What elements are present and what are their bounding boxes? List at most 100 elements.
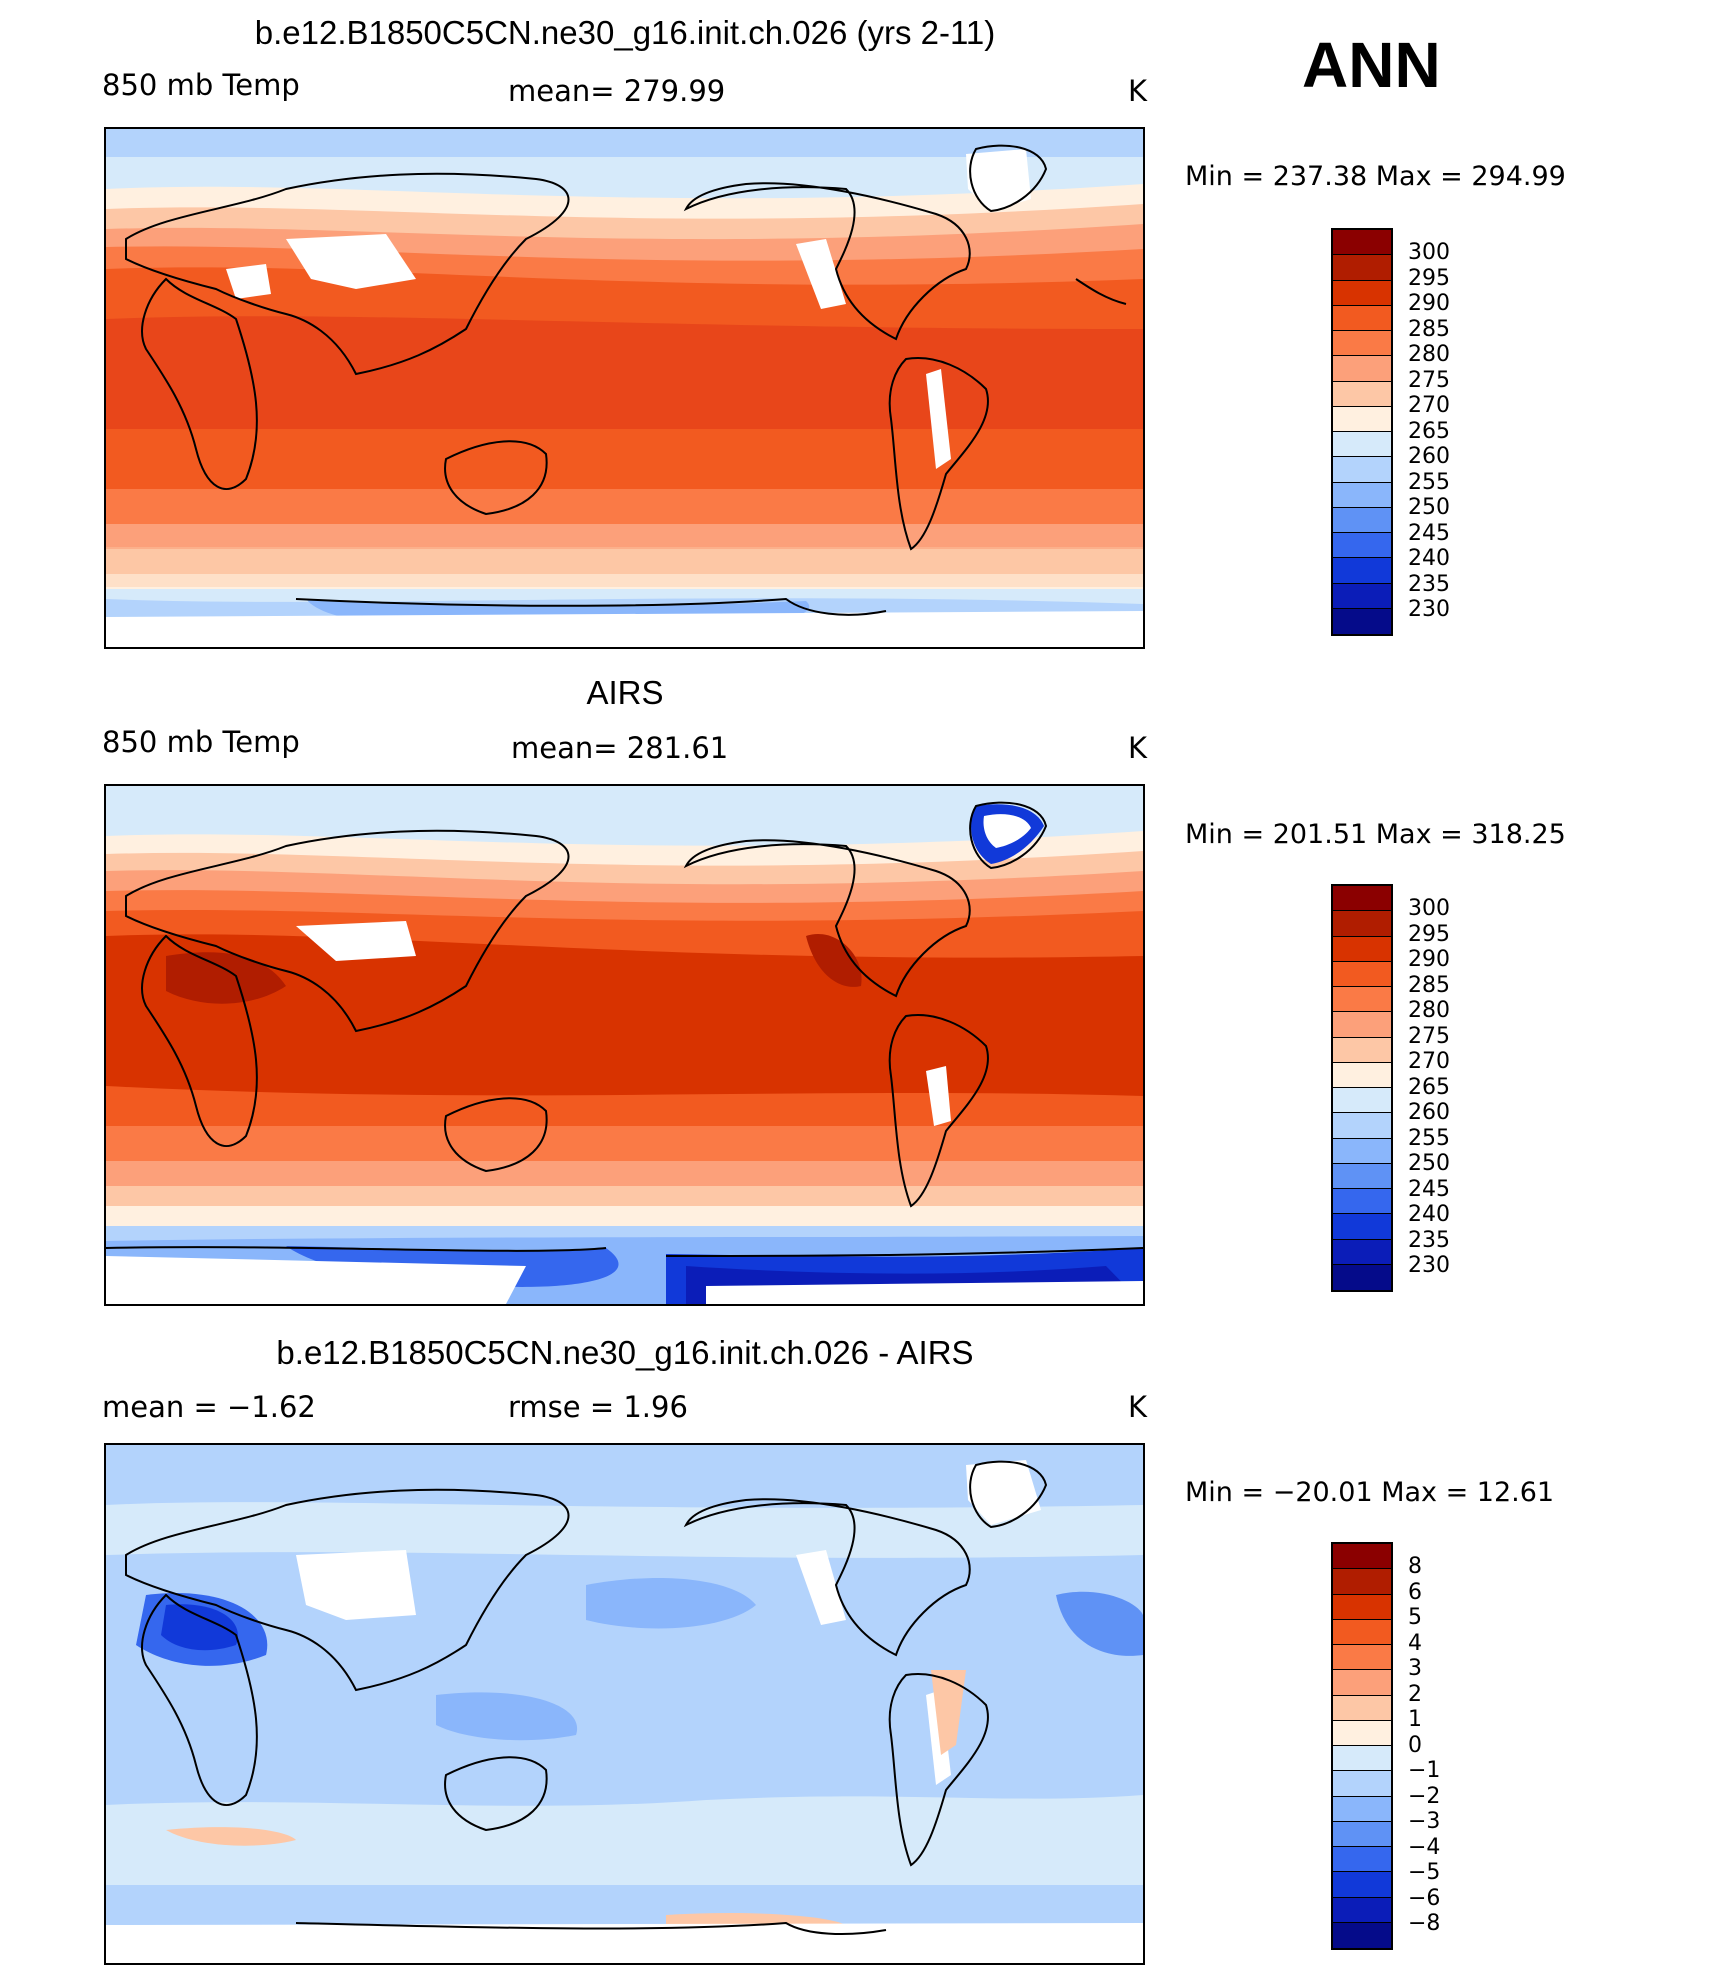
colorbar-label: −2 bbox=[1408, 1784, 1441, 1809]
colorbar-swatch bbox=[1333, 1720, 1391, 1746]
colorbar-label: 3 bbox=[1408, 1656, 1422, 1681]
colorbar-swatch bbox=[1333, 1163, 1391, 1189]
panel1-mean-label: mean= 279.99 bbox=[508, 74, 726, 108]
panel3-colorbar bbox=[1331, 1542, 1393, 1950]
colorbar-label: −6 bbox=[1408, 1886, 1441, 1911]
colorbar-label: 290 bbox=[1408, 947, 1450, 972]
panel2-variable-label: 850 mb Temp bbox=[102, 725, 300, 759]
colorbar-swatch bbox=[1333, 356, 1391, 382]
colorbar-swatch bbox=[1333, 961, 1391, 987]
colorbar-label: 245 bbox=[1408, 1177, 1450, 1202]
colorbar-label: 235 bbox=[1408, 572, 1450, 597]
colorbar-swatch bbox=[1333, 1239, 1391, 1265]
colorbar-label: −1 bbox=[1408, 1758, 1441, 1783]
panel3-rmse-label: rmse = 1.96 bbox=[508, 1390, 688, 1424]
colorbar-swatch bbox=[1333, 1897, 1391, 1923]
colorbar-label: 285 bbox=[1408, 317, 1450, 342]
colorbar-swatch bbox=[1333, 1189, 1391, 1215]
colorbar-label: 275 bbox=[1408, 368, 1450, 393]
panel2-colorbar bbox=[1331, 884, 1393, 1292]
colorbar-label: −8 bbox=[1408, 1911, 1441, 1936]
colorbar-label: 5 bbox=[1408, 1605, 1422, 1630]
colorbar-swatch bbox=[1333, 305, 1391, 331]
colorbar-label: 255 bbox=[1408, 1126, 1450, 1151]
colorbar-label: 265 bbox=[1408, 1075, 1450, 1100]
colorbar-label: 270 bbox=[1408, 393, 1450, 418]
colorbar-label: 240 bbox=[1408, 1202, 1450, 1227]
season-label: ANN bbox=[1302, 29, 1441, 101]
panel2-units: K bbox=[1128, 731, 1148, 765]
panel2-minmax: Min = 201.51 Max = 318.25 bbox=[1185, 819, 1566, 850]
panel2-map bbox=[104, 784, 1145, 1306]
colorbar-swatch bbox=[1333, 1264, 1391, 1290]
colorbar-swatch bbox=[1333, 1619, 1391, 1645]
colorbar-label: 2 bbox=[1408, 1682, 1422, 1707]
colorbar-label: 250 bbox=[1408, 1151, 1450, 1176]
panel1-minmax: Min = 237.38 Max = 294.99 bbox=[1185, 161, 1566, 192]
colorbar-swatch bbox=[1333, 1569, 1391, 1595]
colorbar-swatch bbox=[1333, 1113, 1391, 1139]
colorbar-swatch bbox=[1333, 406, 1391, 432]
colorbar-swatch bbox=[1333, 230, 1391, 256]
panel1-variable-label: 850 mb Temp bbox=[102, 68, 300, 102]
colorbar-label: 285 bbox=[1408, 973, 1450, 998]
colorbar-label: 265 bbox=[1408, 419, 1450, 444]
colorbar-swatch bbox=[1333, 1670, 1391, 1696]
colorbar-swatch bbox=[1333, 457, 1391, 483]
colorbar-swatch bbox=[1333, 482, 1391, 508]
colorbar-swatch bbox=[1333, 1062, 1391, 1088]
panel3-units: K bbox=[1128, 1390, 1148, 1424]
colorbar-label: 4 bbox=[1408, 1631, 1422, 1656]
colorbar-label: 230 bbox=[1408, 597, 1450, 622]
panel1-map bbox=[104, 127, 1145, 649]
colorbar-swatch bbox=[1333, 1922, 1391, 1948]
colorbar-label: −4 bbox=[1408, 1835, 1441, 1860]
colorbar-swatch bbox=[1333, 1645, 1391, 1671]
panel1-title: b.e12.B1850C5CN.ne30_g16.init.ch.026 (yr… bbox=[254, 14, 996, 51]
colorbar-swatch bbox=[1333, 1544, 1391, 1570]
colorbar-swatch bbox=[1333, 1771, 1391, 1797]
colorbar-label: 290 bbox=[1408, 291, 1450, 316]
colorbar-swatch bbox=[1333, 911, 1391, 937]
colorbar-swatch bbox=[1333, 432, 1391, 458]
colorbar-label: 250 bbox=[1408, 495, 1450, 520]
panel2-title: AIRS bbox=[586, 674, 664, 711]
colorbar-swatch bbox=[1333, 1872, 1391, 1898]
colorbar-swatch bbox=[1333, 381, 1391, 407]
colorbar-swatch bbox=[1333, 1214, 1391, 1240]
colorbar-swatch bbox=[1333, 280, 1391, 306]
colorbar-label: 260 bbox=[1408, 1100, 1450, 1125]
colorbar-label: 280 bbox=[1408, 342, 1450, 367]
colorbar-label: 245 bbox=[1408, 521, 1450, 546]
panel3-title: b.e12.B1850C5CN.ne30_g16.init.ch.026 - A… bbox=[276, 1334, 974, 1371]
colorbar-label: 295 bbox=[1408, 922, 1450, 947]
panel3-mean-label: mean = −1.62 bbox=[102, 1390, 316, 1424]
colorbar-label: −5 bbox=[1408, 1860, 1441, 1885]
colorbar-swatch bbox=[1333, 1695, 1391, 1721]
colorbar-swatch bbox=[1333, 1594, 1391, 1620]
colorbar-label: 300 bbox=[1408, 896, 1450, 921]
colorbar-swatch bbox=[1333, 608, 1391, 634]
colorbar-swatch bbox=[1333, 1138, 1391, 1164]
colorbar-swatch bbox=[1333, 886, 1391, 912]
colorbar-swatch bbox=[1333, 558, 1391, 584]
colorbar-swatch bbox=[1333, 936, 1391, 962]
panel3-map bbox=[104, 1443, 1145, 1965]
colorbar-label: 300 bbox=[1408, 240, 1450, 265]
panel2-mean-label: mean= 281.61 bbox=[511, 731, 729, 765]
colorbar-label: 6 bbox=[1408, 1580, 1422, 1605]
colorbar-label: 275 bbox=[1408, 1024, 1450, 1049]
colorbar-label: 295 bbox=[1408, 266, 1450, 291]
colorbar-swatch bbox=[1333, 1821, 1391, 1847]
colorbar-label: 260 bbox=[1408, 444, 1450, 469]
colorbar-swatch bbox=[1333, 533, 1391, 559]
colorbar-swatch bbox=[1333, 1847, 1391, 1873]
colorbar-label: 8 bbox=[1408, 1554, 1422, 1579]
colorbar-label: 1 bbox=[1408, 1707, 1422, 1732]
colorbar-swatch bbox=[1333, 1746, 1391, 1772]
colorbar-swatch bbox=[1333, 987, 1391, 1013]
colorbar-swatch bbox=[1333, 1012, 1391, 1038]
panel3-minmax: Min = −20.01 Max = 12.61 bbox=[1185, 1477, 1555, 1508]
panel1-colorbar bbox=[1331, 228, 1393, 636]
colorbar-label: 240 bbox=[1408, 546, 1450, 571]
